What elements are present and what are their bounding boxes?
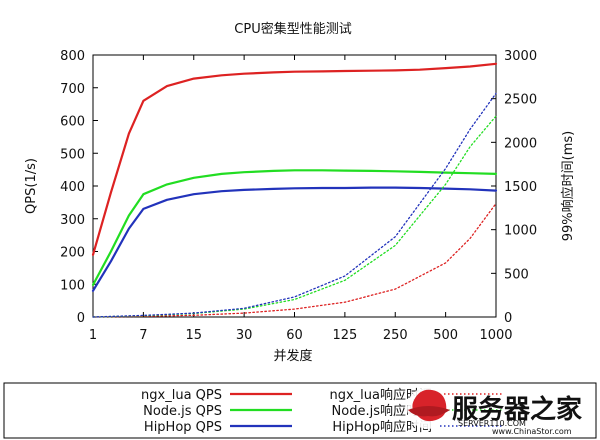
watermark-domain-top: SERVER110.COM: [458, 419, 526, 428]
x-axis-label: 并发度: [273, 348, 312, 364]
tick-label-x: 1: [89, 328, 97, 343]
tick-label-right: 3000: [504, 49, 537, 64]
tick-label-left: 0: [77, 311, 85, 326]
legend-label: Node.js响应时间: [332, 403, 432, 419]
tick-label-left: 400: [60, 180, 85, 195]
series-line: [92, 202, 497, 318]
series-line: [92, 115, 497, 318]
tick-label-left: 600: [60, 115, 85, 130]
tick-label-x: 250: [383, 328, 408, 343]
y-axis-label-left: QPS(1/s): [24, 158, 39, 214]
series-line: [91, 186, 498, 292]
tick-label-x: 7: [139, 328, 147, 343]
legend-label: HipHop响应时间: [332, 419, 432, 435]
legend-label: Node.js QPS: [143, 404, 222, 419]
tick-label-left: 700: [60, 82, 85, 97]
series-group: [91, 62, 498, 318]
tick-label-right: 2500: [504, 93, 537, 108]
series-line: [91, 169, 498, 286]
tick-label-x: 30: [236, 328, 253, 343]
tick-label-x: 500: [433, 328, 458, 343]
legend-label: ngx_lua响应时间: [329, 387, 432, 403]
series-line: [92, 92, 497, 318]
tick-label-x: 1000: [479, 328, 512, 343]
tick-label-right: 2000: [504, 136, 537, 151]
tick-label-right: 500: [504, 267, 529, 282]
watermark-logo: [407, 387, 450, 429]
tick-label-x: 125: [332, 328, 357, 343]
tick-label-left: 200: [60, 246, 85, 261]
y-axis-label-right: 99%响应时间(ms): [560, 131, 576, 241]
tick-label-right: 1000: [504, 224, 537, 239]
tick-label-x: 60: [286, 328, 303, 343]
watermark-brand: 服务器之家: [452, 394, 582, 425]
tick-label-left: 500: [60, 147, 85, 162]
legend-label: ngx_lua QPS: [141, 388, 222, 403]
tick-label-left: 100: [60, 278, 85, 293]
watermark-domain-bottom: www.ChinaStor.com: [492, 427, 572, 436]
x-axis-ticks: 1 7 15 30 60 125 250 500 1000: [89, 55, 513, 343]
left-axis-ticks: 0 100 200 300 400 500 600 700 800: [60, 49, 98, 326]
tick-label-left: 800: [60, 49, 85, 64]
tick-label-right: 0: [504, 311, 512, 326]
tick-label-right: 1500: [504, 180, 537, 195]
watermark: 服务器之家 SERVER110.COM www.ChinaStor.com: [407, 387, 582, 436]
tick-label-left: 300: [60, 213, 85, 228]
right-axis-ticks: 0 500 1000 1500 2000 2500 3000: [491, 49, 537, 326]
chart-title: CPU密集型性能测试: [234, 21, 351, 37]
legend-label: HipHop QPS: [144, 420, 222, 435]
series-line: [91, 62, 498, 256]
tick-label-x: 15: [185, 328, 202, 343]
